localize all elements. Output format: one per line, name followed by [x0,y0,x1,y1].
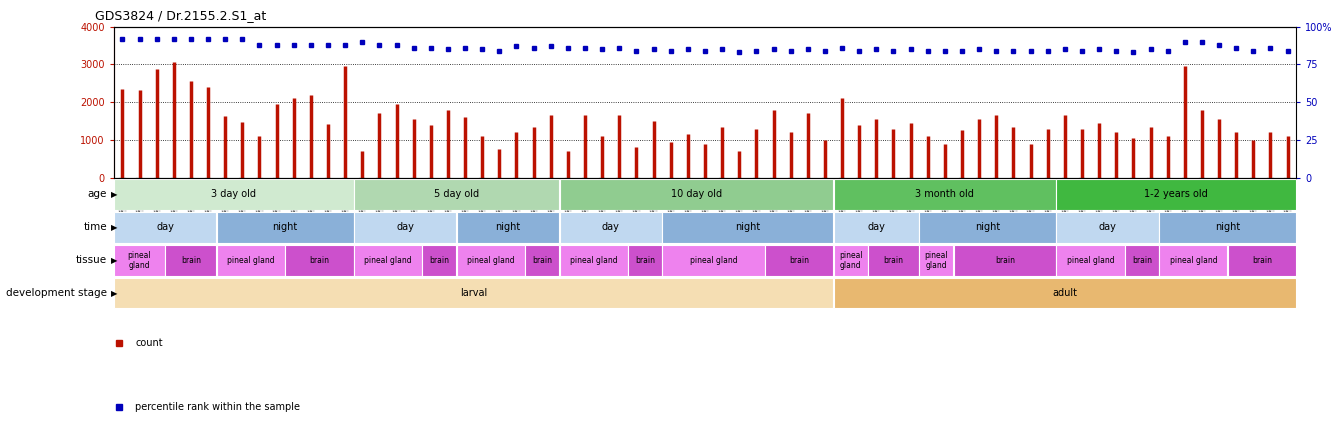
Text: brain: brain [181,256,201,265]
Bar [114,179,353,210]
Text: 1-2 years old: 1-2 years old [1145,190,1208,199]
Bar [920,212,1056,243]
Text: larval: larval [461,288,487,298]
Bar [422,245,457,276]
Bar [457,212,560,243]
Text: percentile rank within the sample: percentile rank within the sample [135,402,300,412]
Text: pineal gland: pineal gland [364,256,412,265]
Text: 3 month old: 3 month old [916,190,975,199]
Text: 5 day old: 5 day old [434,190,479,199]
Bar [765,245,833,276]
Text: brain: brain [995,256,1015,265]
Text: day: day [1099,222,1117,232]
Bar [834,245,868,276]
Text: ▶: ▶ [111,223,118,232]
Text: pineal
gland: pineal gland [838,251,862,270]
Bar [353,212,457,243]
Text: day: day [601,222,620,232]
Text: brain: brain [884,256,904,265]
Text: count: count [135,338,163,349]
Bar [217,245,285,276]
Bar [834,212,919,243]
Text: time: time [83,222,107,232]
Text: brain: brain [1252,256,1272,265]
Bar [353,179,560,210]
Bar [868,245,919,276]
Text: adult: adult [1052,288,1078,298]
Text: night: night [273,222,297,232]
Bar [1160,212,1296,243]
Bar [285,245,353,276]
Bar [834,179,1056,210]
Text: brain: brain [789,256,809,265]
Bar [628,245,661,276]
Bar [166,245,217,276]
Text: development stage: development stage [7,288,107,298]
Text: day: day [396,222,414,232]
Text: ▶: ▶ [111,256,118,265]
Bar [1125,245,1158,276]
Text: pineal gland: pineal gland [467,256,514,265]
Text: night: night [495,222,521,232]
Bar [663,245,765,276]
Text: night: night [735,222,761,232]
Bar [1160,245,1228,276]
Text: pineal gland: pineal gland [1067,256,1114,265]
Bar [1056,245,1125,276]
Text: pineal gland: pineal gland [228,256,274,265]
Bar [920,245,953,276]
Text: brain: brain [635,256,655,265]
Text: brain: brain [309,256,329,265]
Text: day: day [868,222,885,232]
Text: pineal gland: pineal gland [570,256,617,265]
Text: day: day [157,222,174,232]
Text: night: night [1214,222,1240,232]
Text: night: night [975,222,1000,232]
Bar [114,278,833,309]
Text: ▶: ▶ [111,190,118,199]
Text: ▶: ▶ [111,289,118,297]
Text: brain: brain [430,256,450,265]
Text: 10 day old: 10 day old [671,190,722,199]
Bar [1056,212,1158,243]
Bar [560,179,833,210]
Text: age: age [88,190,107,199]
Text: brain: brain [532,256,552,265]
Text: pineal
gland: pineal gland [127,251,151,270]
Bar [525,245,560,276]
Text: tissue: tissue [76,255,107,265]
Bar [953,245,1056,276]
Bar [217,212,353,243]
Bar [114,212,217,243]
Text: GDS3824 / Dr.2155.2.S1_at: GDS3824 / Dr.2155.2.S1_at [95,9,266,22]
Bar [560,245,628,276]
Bar [1228,245,1296,276]
Text: 3 day old: 3 day old [212,190,256,199]
Bar [457,245,525,276]
Bar [663,212,833,243]
Bar [114,245,165,276]
Bar [353,245,422,276]
Bar [1056,179,1296,210]
Text: pineal gland: pineal gland [690,256,738,265]
Text: pineal gland: pineal gland [1169,256,1217,265]
Text: pineal
gland: pineal gland [924,251,948,270]
Text: brain: brain [1131,256,1152,265]
Bar [560,212,661,243]
Bar [834,278,1296,309]
